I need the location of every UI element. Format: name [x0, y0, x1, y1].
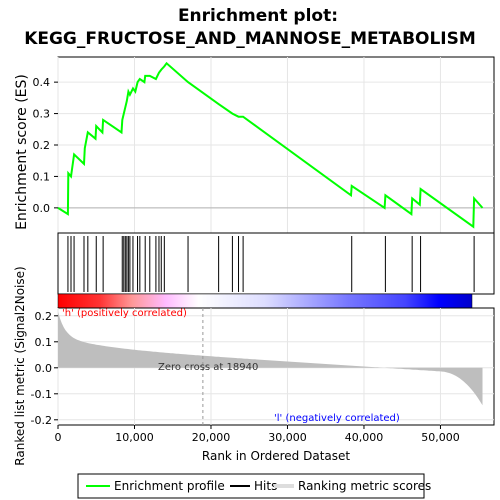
chart-title: Enrichment plot: [178, 6, 338, 26]
x-tick-label: 40,000 [345, 431, 384, 444]
es-y-axis: 0.0 0.1 0.2 0.3 0.4 [33, 76, 58, 215]
chart-subtitle: KEGG_FRUCTOSE_AND_MANNOSE_METABOLISM [24, 29, 476, 49]
es-y-axis-label: Enrichment score (ES) [14, 74, 30, 230]
positive-correlation-label: 'h' (positively correlated) [62, 308, 187, 319]
metric-y-axis-label: Ranked list metric (Signal2Noise) [13, 266, 27, 465]
legend-hits-label: Hits [254, 479, 277, 493]
negative-correlation-label: 'l' (negatively correlated) [274, 413, 400, 424]
hits-panel-frame [57, 232, 495, 295]
hits-panel [57, 232, 495, 309]
x-axis: 0 10,000 20,000 30,000 40,000 50,000 [55, 425, 460, 444]
x-tick-label: 50,000 [421, 431, 460, 444]
es-y-tick-label: 0.0 [33, 202, 51, 215]
legend-frame [77, 473, 425, 499]
x-tick-label: 10,000 [115, 431, 154, 444]
es-gridlines [57, 57, 494, 233]
legend-ranking-metric-label: Ranking metric scores [298, 479, 431, 493]
x-tick-label: 0 [55, 431, 62, 444]
metric-y-tick-label: -0.1 [31, 388, 52, 401]
x-axis-label: Rank in Ordered Dataset [202, 449, 350, 463]
metric-y-tick-label: 0.2 [35, 310, 53, 323]
metric-y-axis: 0.2 0.1 0.0 -0.1 -0.2 [31, 310, 58, 427]
legend: Enrichment profile Hits Ranking metric s… [77, 473, 431, 499]
ranking-metric-area [58, 311, 483, 424]
x-tick-label: 20,000 [192, 431, 231, 444]
es-y-tick-label: 0.2 [33, 139, 51, 152]
enrichment-profile-line [57, 61, 484, 229]
metric-y-tick-label: 0.0 [35, 362, 53, 375]
es-y-tick-label: 0.1 [33, 170, 51, 183]
metric-y-tick-label: -0.2 [31, 414, 52, 427]
es-y-tick-label: 0.3 [33, 108, 51, 121]
legend-enrichment-profile-label: Enrichment profile [114, 479, 225, 493]
metric-y-tick-label: 0.1 [35, 336, 53, 349]
x-tick-label: 30,000 [268, 431, 307, 444]
es-panel: 0.0 0.1 0.2 0.3 0.4 Enrichment score (ES) [14, 56, 495, 234]
metric-panel: 'h' (positively correlated) Zero cross a… [13, 266, 495, 466]
es-y-tick-label: 0.4 [33, 76, 51, 89]
zero-cross-label: Zero cross at 18940 [158, 362, 258, 373]
hit-markers [67, 236, 475, 292]
rank-color-bar [57, 293, 473, 309]
